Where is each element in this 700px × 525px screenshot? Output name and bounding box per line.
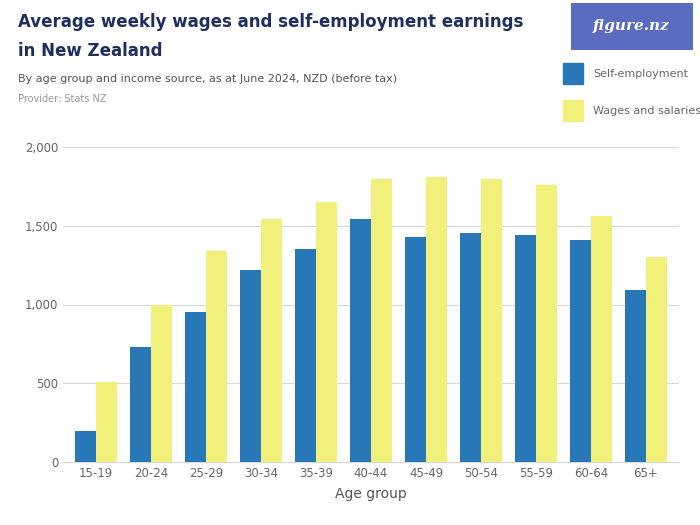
Bar: [75, 430, 96, 462]
Bar: [646, 257, 667, 462]
Bar: [206, 251, 227, 462]
Bar: [426, 177, 447, 462]
Text: figure.nz: figure.nz: [594, 19, 670, 33]
X-axis label: Age group: Age group: [335, 487, 407, 501]
FancyBboxPatch shape: [563, 100, 582, 121]
Bar: [316, 202, 337, 462]
Bar: [185, 312, 206, 462]
Bar: [96, 382, 117, 462]
Bar: [460, 233, 481, 462]
Bar: [130, 347, 151, 462]
Bar: [350, 219, 371, 462]
Text: Provider: Stats NZ: Provider: Stats NZ: [18, 94, 106, 104]
Bar: [240, 270, 261, 462]
Bar: [570, 240, 591, 462]
Bar: [515, 235, 536, 462]
Bar: [295, 249, 316, 462]
Bar: [625, 290, 646, 462]
Bar: [481, 178, 502, 462]
Text: By age group and income source, as at June 2024, NZD (before tax): By age group and income source, as at Ju…: [18, 74, 397, 83]
Text: Wages and salaries: Wages and salaries: [594, 106, 700, 117]
Text: in New Zealand: in New Zealand: [18, 42, 162, 60]
Bar: [371, 178, 392, 462]
Bar: [151, 304, 172, 462]
Bar: [261, 219, 282, 462]
Bar: [536, 185, 557, 462]
Bar: [591, 216, 612, 462]
FancyBboxPatch shape: [563, 64, 582, 85]
Bar: [405, 237, 426, 462]
Text: Average weekly wages and self-employment earnings: Average weekly wages and self-employment…: [18, 13, 523, 31]
Text: Self-employment: Self-employment: [594, 69, 688, 79]
